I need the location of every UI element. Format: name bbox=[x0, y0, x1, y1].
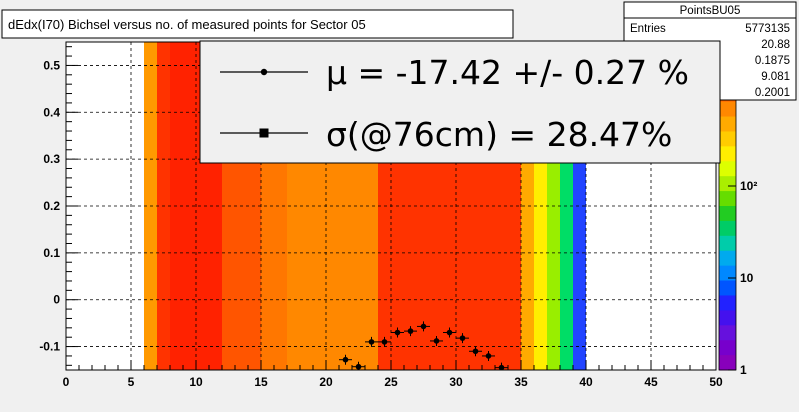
stats-value-2: 0.1875 bbox=[755, 55, 790, 67]
x-tick-label: 25 bbox=[384, 375, 398, 389]
z-tick-label: 10 bbox=[740, 271, 754, 285]
title-box bbox=[1, 9, 514, 39]
palette-swatch bbox=[719, 250, 736, 267]
palette-swatch bbox=[719, 176, 736, 192]
mu-legend-marker bbox=[260, 68, 268, 76]
x-tick-label: 40 bbox=[579, 375, 593, 389]
z-tick-label: 10² bbox=[740, 179, 757, 193]
profile-point-marker bbox=[381, 339, 388, 345]
sigma-legend-text: σ(@76cm) = 28.47% bbox=[326, 115, 672, 154]
palette-swatch bbox=[719, 146, 736, 162]
profile-point-marker bbox=[433, 338, 440, 344]
y-tick-label: 0.3 bbox=[43, 152, 60, 166]
palette-swatch bbox=[719, 340, 736, 356]
mu-legend-text: μ = -17.42 +/- 0.27 % bbox=[326, 53, 689, 92]
profile-point bbox=[430, 335, 443, 346]
profile-point-marker bbox=[407, 328, 414, 334]
sigma-legend-marker bbox=[259, 128, 269, 138]
palette-swatch bbox=[719, 325, 736, 341]
palette-swatch bbox=[719, 220, 736, 237]
profile-point bbox=[404, 326, 417, 337]
palette-swatch bbox=[719, 116, 736, 132]
palette-swatch bbox=[719, 101, 736, 118]
palette-swatch bbox=[719, 355, 736, 371]
palette-swatch bbox=[719, 161, 736, 177]
palette-swatch bbox=[719, 295, 736, 311]
profile-point bbox=[443, 327, 456, 338]
profile-point bbox=[365, 336, 378, 347]
x-tick-label: 20 bbox=[319, 375, 333, 389]
profile-point bbox=[391, 327, 404, 338]
profile-points bbox=[339, 321, 508, 371]
profile-point-marker bbox=[459, 335, 466, 341]
profile-point-marker bbox=[472, 348, 479, 355]
profile-point-marker bbox=[394, 329, 401, 336]
y-axis: -0.1 0 0.1 0.2 0.3 0.4 0.5 bbox=[39, 46, 78, 366]
profile-point-marker bbox=[368, 339, 375, 345]
profile-point bbox=[378, 336, 391, 347]
x-tick-label: 50 bbox=[709, 375, 723, 389]
x-axis: 0 5 10 15 20 25 30 35 40 45 50 bbox=[63, 360, 723, 389]
y-tick-label: -0.1 bbox=[39, 340, 60, 354]
profile-point-marker bbox=[355, 363, 362, 370]
y-tick-label: 0.1 bbox=[43, 246, 60, 260]
profile-point bbox=[352, 361, 365, 370]
legend-box: μ = -17.42 +/- 0.27 % σ(@76cm) = 28.47% bbox=[199, 40, 721, 164]
x-tick-label: 35 bbox=[514, 375, 528, 389]
stats-value-3: 9.081 bbox=[761, 71, 790, 83]
profile-point bbox=[339, 354, 352, 365]
profile-point-marker bbox=[485, 353, 492, 359]
profile-point-marker bbox=[342, 356, 349, 363]
z-tick-label: 1 bbox=[740, 363, 747, 377]
profile-point-marker bbox=[498, 364, 505, 371]
palette-swatch bbox=[719, 191, 736, 207]
x-tick-label: 30 bbox=[449, 375, 463, 389]
palette-swatch bbox=[719, 265, 736, 282]
stats-name: PointsBU05 bbox=[680, 5, 741, 17]
stats-label-0: Entries bbox=[630, 23, 666, 35]
stats-value-1: 20.88 bbox=[761, 39, 790, 51]
y-tick-label: 0.2 bbox=[43, 199, 60, 213]
palette-swatch bbox=[719, 235, 736, 252]
palette-swatch bbox=[719, 280, 736, 296]
y-tick-label: 0.5 bbox=[43, 58, 60, 72]
palette-swatch bbox=[719, 131, 736, 147]
profile-point-marker bbox=[446, 329, 453, 336]
profile-point bbox=[456, 333, 469, 344]
profile-point bbox=[495, 362, 508, 371]
profile-point bbox=[482, 350, 495, 361]
x-tick-label: 5 bbox=[128, 375, 135, 389]
profile-point bbox=[417, 321, 430, 332]
profile-point-marker bbox=[420, 323, 427, 330]
palette-swatch bbox=[719, 206, 736, 222]
profile-point bbox=[469, 346, 482, 357]
chart-title: dEdx(I70) Bichsel versus no. of measured… bbox=[8, 17, 366, 32]
palette-swatch bbox=[719, 310, 736, 326]
stats-value-4: 0.2001 bbox=[755, 87, 790, 99]
x-tick-label: 0 bbox=[63, 375, 70, 389]
x-tick-label: 45 bbox=[644, 375, 658, 389]
x-tick-label: 15 bbox=[254, 375, 268, 389]
y-tick-label: 0.4 bbox=[43, 105, 60, 119]
y-tick-label: 0 bbox=[53, 293, 60, 307]
stats-value-0: 5773135 bbox=[745, 23, 790, 35]
x-tick-label: 10 bbox=[189, 375, 203, 389]
